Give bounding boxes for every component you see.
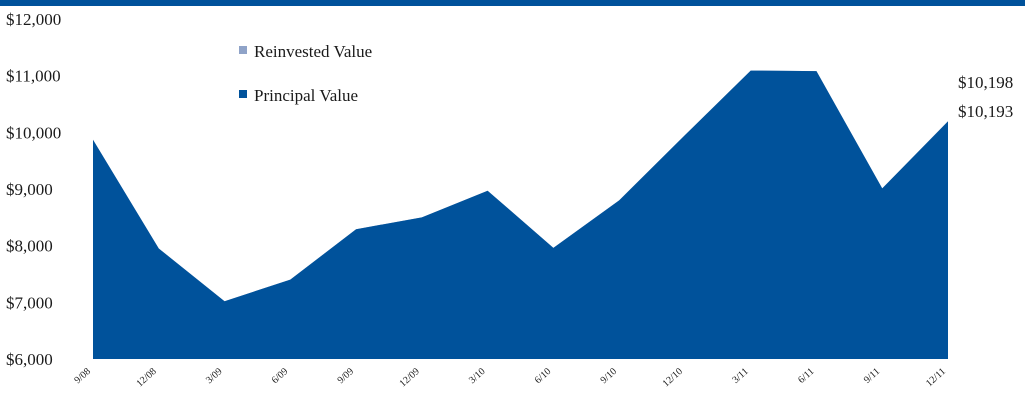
x-tick-label: 3/11 [730,366,750,386]
x-tick-label: 3/10 [467,366,488,386]
x-tick-label: 6/11 [796,366,816,386]
y-tick-label: $9,000 [6,180,53,199]
legend-label-reinvested: Reinvested Value [254,42,372,61]
legend-swatch-reinvested [239,46,247,54]
y-axis: $6,000 $7,000 $8,000 $9,000 $10,000 $11,000 $1… [6,10,61,369]
x-tick-label: 9/08 [72,366,93,386]
y-tick-label: $10,000 [6,123,61,142]
y-tick-label: $12,000 [6,10,61,29]
y-tick-label: $8,000 [6,237,53,256]
x-tick-label: 12/11 [924,366,948,389]
principal-area-layer [93,71,948,359]
x-tick-label: 12/08 [134,366,158,389]
x-tick-label: 6/09 [270,366,291,386]
end-label-reinvested: $10,198 [958,73,1013,92]
legend-item-principal[interactable]: Principal Value [239,86,358,105]
x-tick-label: 9/09 [336,366,357,386]
y-tick-label: $6,000 [6,350,53,369]
x-tick-label: 9/10 [599,366,620,386]
principal-value-area [93,71,948,359]
legend-item-reinvested[interactable]: Reinvested Value [239,42,372,61]
legend: Reinvested Value Principal Value [239,42,372,105]
x-tick-label: 12/09 [398,366,422,389]
x-tick-label: 6/10 [533,366,554,386]
legend-swatch-principal [239,90,247,98]
x-tick-label: 9/11 [862,366,882,386]
y-tick-label: $11,000 [6,67,61,86]
top-rule [0,0,1025,6]
x-tick-label: 12/10 [661,366,685,389]
legend-label-principal: Principal Value [254,86,358,105]
x-tick-label: 3/09 [204,366,225,386]
y-tick-label: $7,000 [6,293,53,312]
x-axis: 9/08 12/08 3/09 6/09 9/09 12/09 3/10 6/10 9/10 12… [72,366,948,389]
end-label-principal: $10,193 [958,102,1013,121]
